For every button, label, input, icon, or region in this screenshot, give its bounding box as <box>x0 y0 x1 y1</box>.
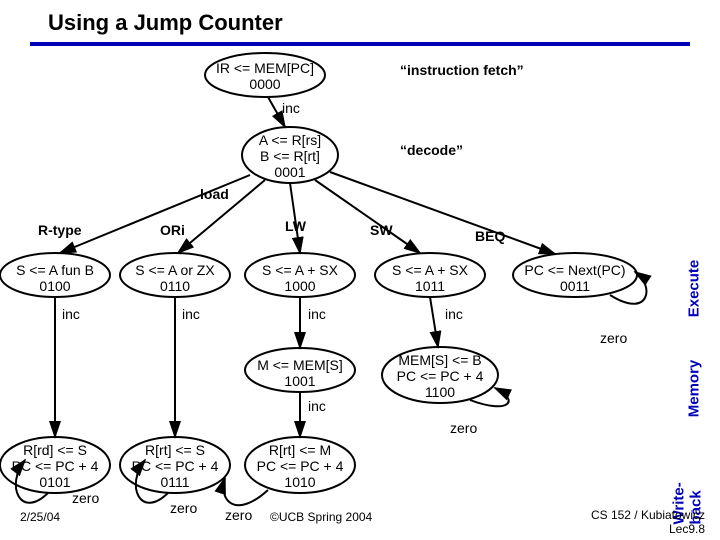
node-ex-sw-text: S <= A + SX 1011 <box>375 262 485 294</box>
label-sw: SW <box>370 222 393 238</box>
label-rtype: R-type <box>38 222 82 238</box>
label-inc-r: inc <box>62 306 80 322</box>
label-ori: ORi <box>160 222 185 238</box>
node-wb-ori-text: R[rt] <= S PC <= PC + 4 0111 <box>120 442 230 490</box>
label-lw: LW <box>285 218 306 234</box>
node-ex-lw-text: S <= A + SX 1000 <box>245 262 355 294</box>
label-inc-fetch: inc <box>282 100 300 116</box>
node-mem-sw-text: MEM[S] <= B PC <= PC + 4 1100 <box>382 352 498 400</box>
node-ex-beq-text: PC <= Next(PC) 0011 <box>510 262 640 294</box>
label-inc-lw1: inc <box>308 306 326 322</box>
node-wb-r-text: R[rd] <= S PC <= PC + 4 0101 <box>0 442 110 490</box>
node-decode-text: A <= R[rs] B <= R[rt] 0001 <box>246 132 334 180</box>
node-ex-r-text: S <= A fun B 0100 <box>0 262 110 294</box>
edge-decode-sw <box>315 180 420 253</box>
node-wb-lw-text: R[rt] <= M PC <= PC + 4 1010 <box>245 442 355 490</box>
label-zero-ori: zero <box>170 500 197 516</box>
footer-right1: CS 152 / Kubiatowicz <box>565 508 705 522</box>
label-inc-lw2: inc <box>308 398 326 414</box>
label-load: load <box>200 186 229 202</box>
label-zero-r: zero <box>72 490 99 506</box>
stage-memory: Memory <box>685 360 702 418</box>
footer-center: ©UCB Spring 2004 <box>270 510 372 524</box>
node-mem-lw-text: M <= MEM[S] 1001 <box>245 357 355 389</box>
label-zero-lw: zero <box>225 507 252 523</box>
label-inc-sw: inc <box>445 306 463 322</box>
node-fetch-text: IR <= MEM[PC] 0000 <box>205 60 325 92</box>
edge-sw-mem <box>430 297 438 347</box>
label-fetch-stage: “instruction fetch” <box>400 62 524 78</box>
label-decode-stage: “decode” <box>400 142 463 158</box>
stage-execute: Execute <box>685 260 702 318</box>
footer-date: 2/25/04 <box>20 510 60 524</box>
label-zero-beq: zero <box>600 330 627 346</box>
label-inc-ori: inc <box>182 306 200 322</box>
footer-right2: Lec9.8 <box>565 522 705 536</box>
label-zero-swmem: zero <box>450 420 477 436</box>
node-ex-ori-text: S <= A or ZX 0110 <box>120 262 230 294</box>
label-beq: BEQ <box>475 228 505 244</box>
